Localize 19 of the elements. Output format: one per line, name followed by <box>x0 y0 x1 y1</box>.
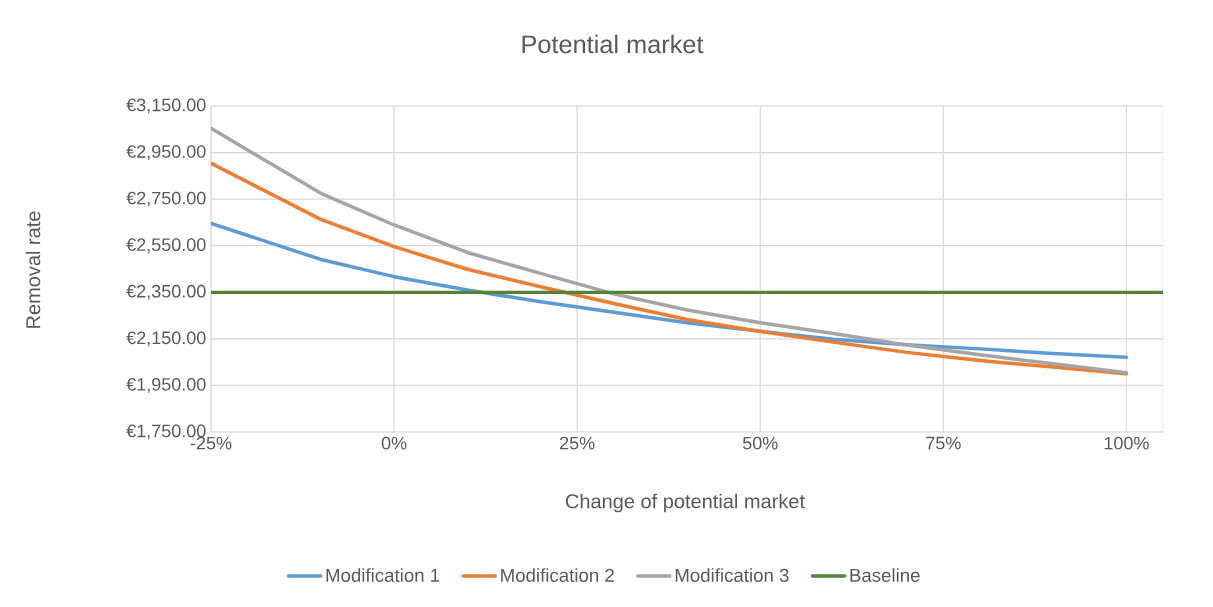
chart-title: Potential market <box>522 34 704 54</box>
y-axis-title: Removal rate <box>25 211 41 328</box>
x-tick-label: 75% <box>926 436 961 450</box>
y-tick-label: €2,550.00 <box>126 238 206 254</box>
x-tick-label: 100% <box>1104 436 1149 450</box>
y-tick-label: €2,950.00 <box>126 145 206 160</box>
y-tick-label: €2,150.00 <box>126 331 206 347</box>
y-tick-label: €2,750.00 <box>126 191 206 207</box>
legend-label: Modification 1 <box>326 568 440 582</box>
y-tick-label: €3,150.00 <box>126 98 206 114</box>
y-tick-label: €1,950.00 <box>126 377 206 393</box>
legend-label: Baseline <box>850 568 920 582</box>
x-axis-title: Change of potential market <box>565 493 805 513</box>
x-tick-label: 25% <box>560 436 595 450</box>
y-tick-label: €2,350.00 <box>126 284 206 300</box>
x-tick-label: 50% <box>742 436 778 450</box>
legend-label: Modification 3 <box>675 568 789 582</box>
x-tick-label: 0% <box>381 436 407 450</box>
legend-label: Modification 2 <box>501 568 614 582</box>
